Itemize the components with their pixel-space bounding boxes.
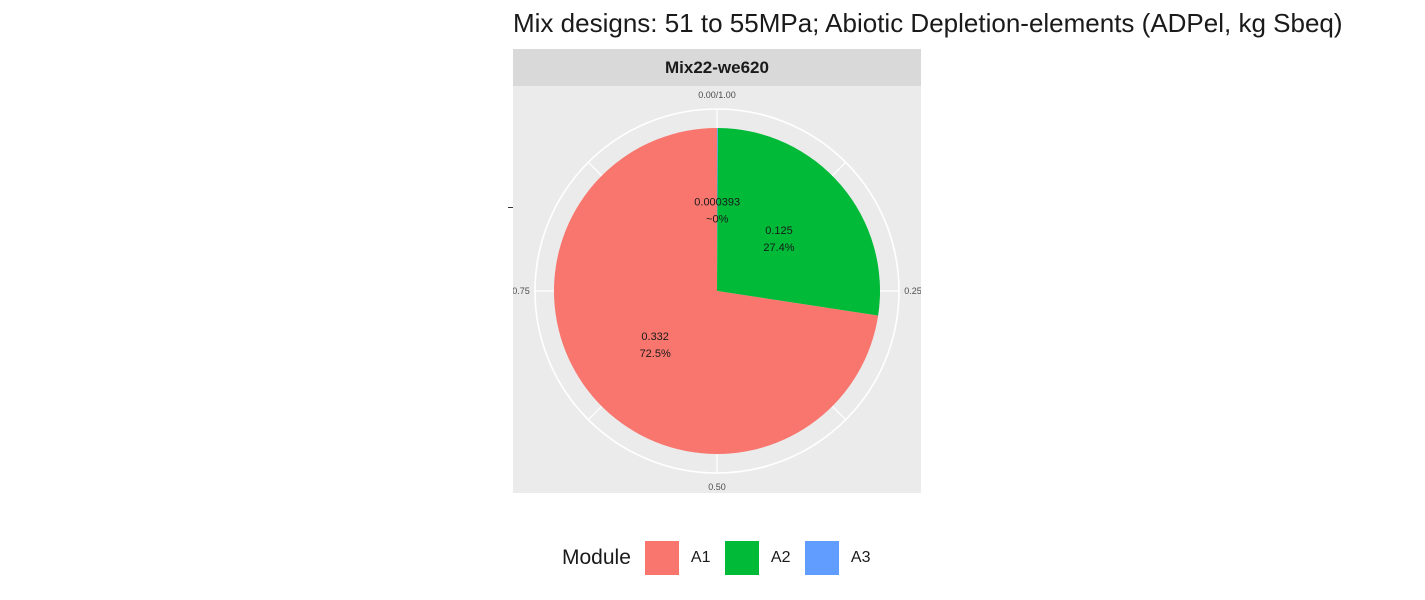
chart-title: Mix designs: 51 to 55MPa; Abiotic Deplet…: [513, 8, 1343, 38]
theta-tick-label: 0.25: [904, 286, 921, 296]
pie-slice-a2: [717, 128, 880, 316]
slice-value-label-a3: 0.000393: [694, 197, 740, 209]
theta-axis-ticks: 0.00/1.00 0.25 0.50 0.75: [513, 90, 921, 492]
legend-key-a2: [724, 541, 759, 575]
facet-strip: Mix22-we620: [513, 49, 921, 86]
pie-slice-a3: [717, 128, 718, 291]
pie-chart: 0.00/1.00 0.25 0.50 0.75 0.000393 ~0% 0.125 27…: [513, 90, 921, 492]
theta-tick-label: 0.75: [513, 286, 530, 296]
slice-value-label-a1: 0.332: [641, 331, 669, 343]
legend-label-a1: A1: [690, 549, 711, 566]
legend-key-a3: [804, 541, 839, 575]
legend-item-a1: A1: [644, 541, 711, 575]
slice-percent-label-a2: 27.4%: [763, 242, 794, 254]
facet-label: Mix22-we620: [665, 57, 769, 77]
y-axis-tick: [508, 207, 513, 208]
theta-tick-label: 0.00/1.00: [698, 90, 736, 100]
slice-percent-label-a3: ~0%: [706, 214, 729, 226]
legend-key-a1: [644, 541, 679, 575]
legend-label-a3: A3: [850, 549, 871, 566]
legend-item-a3: A3: [804, 541, 871, 575]
slice-percent-label-a1: 72.5%: [640, 348, 671, 360]
legend-label-a2: A2: [770, 549, 791, 566]
legend-item-a2: A2: [724, 541, 791, 575]
pie-slice-a1: [554, 128, 879, 454]
facet-panel: 0.00/1.00 0.25 0.50 0.75 0.000393 ~0% 0.125 27…: [513, 49, 921, 493]
pie-slices: [554, 128, 880, 454]
theta-tick-label: 0.50: [708, 482, 726, 492]
slice-labels: 0.000393 ~0% 0.125 27.4% 0.332 72.5%: [640, 197, 795, 361]
slice-value-label-a2: 0.125: [765, 225, 793, 237]
legend-title: Module: [562, 546, 631, 569]
legend: Module A1 A2 A3: [562, 538, 885, 578]
